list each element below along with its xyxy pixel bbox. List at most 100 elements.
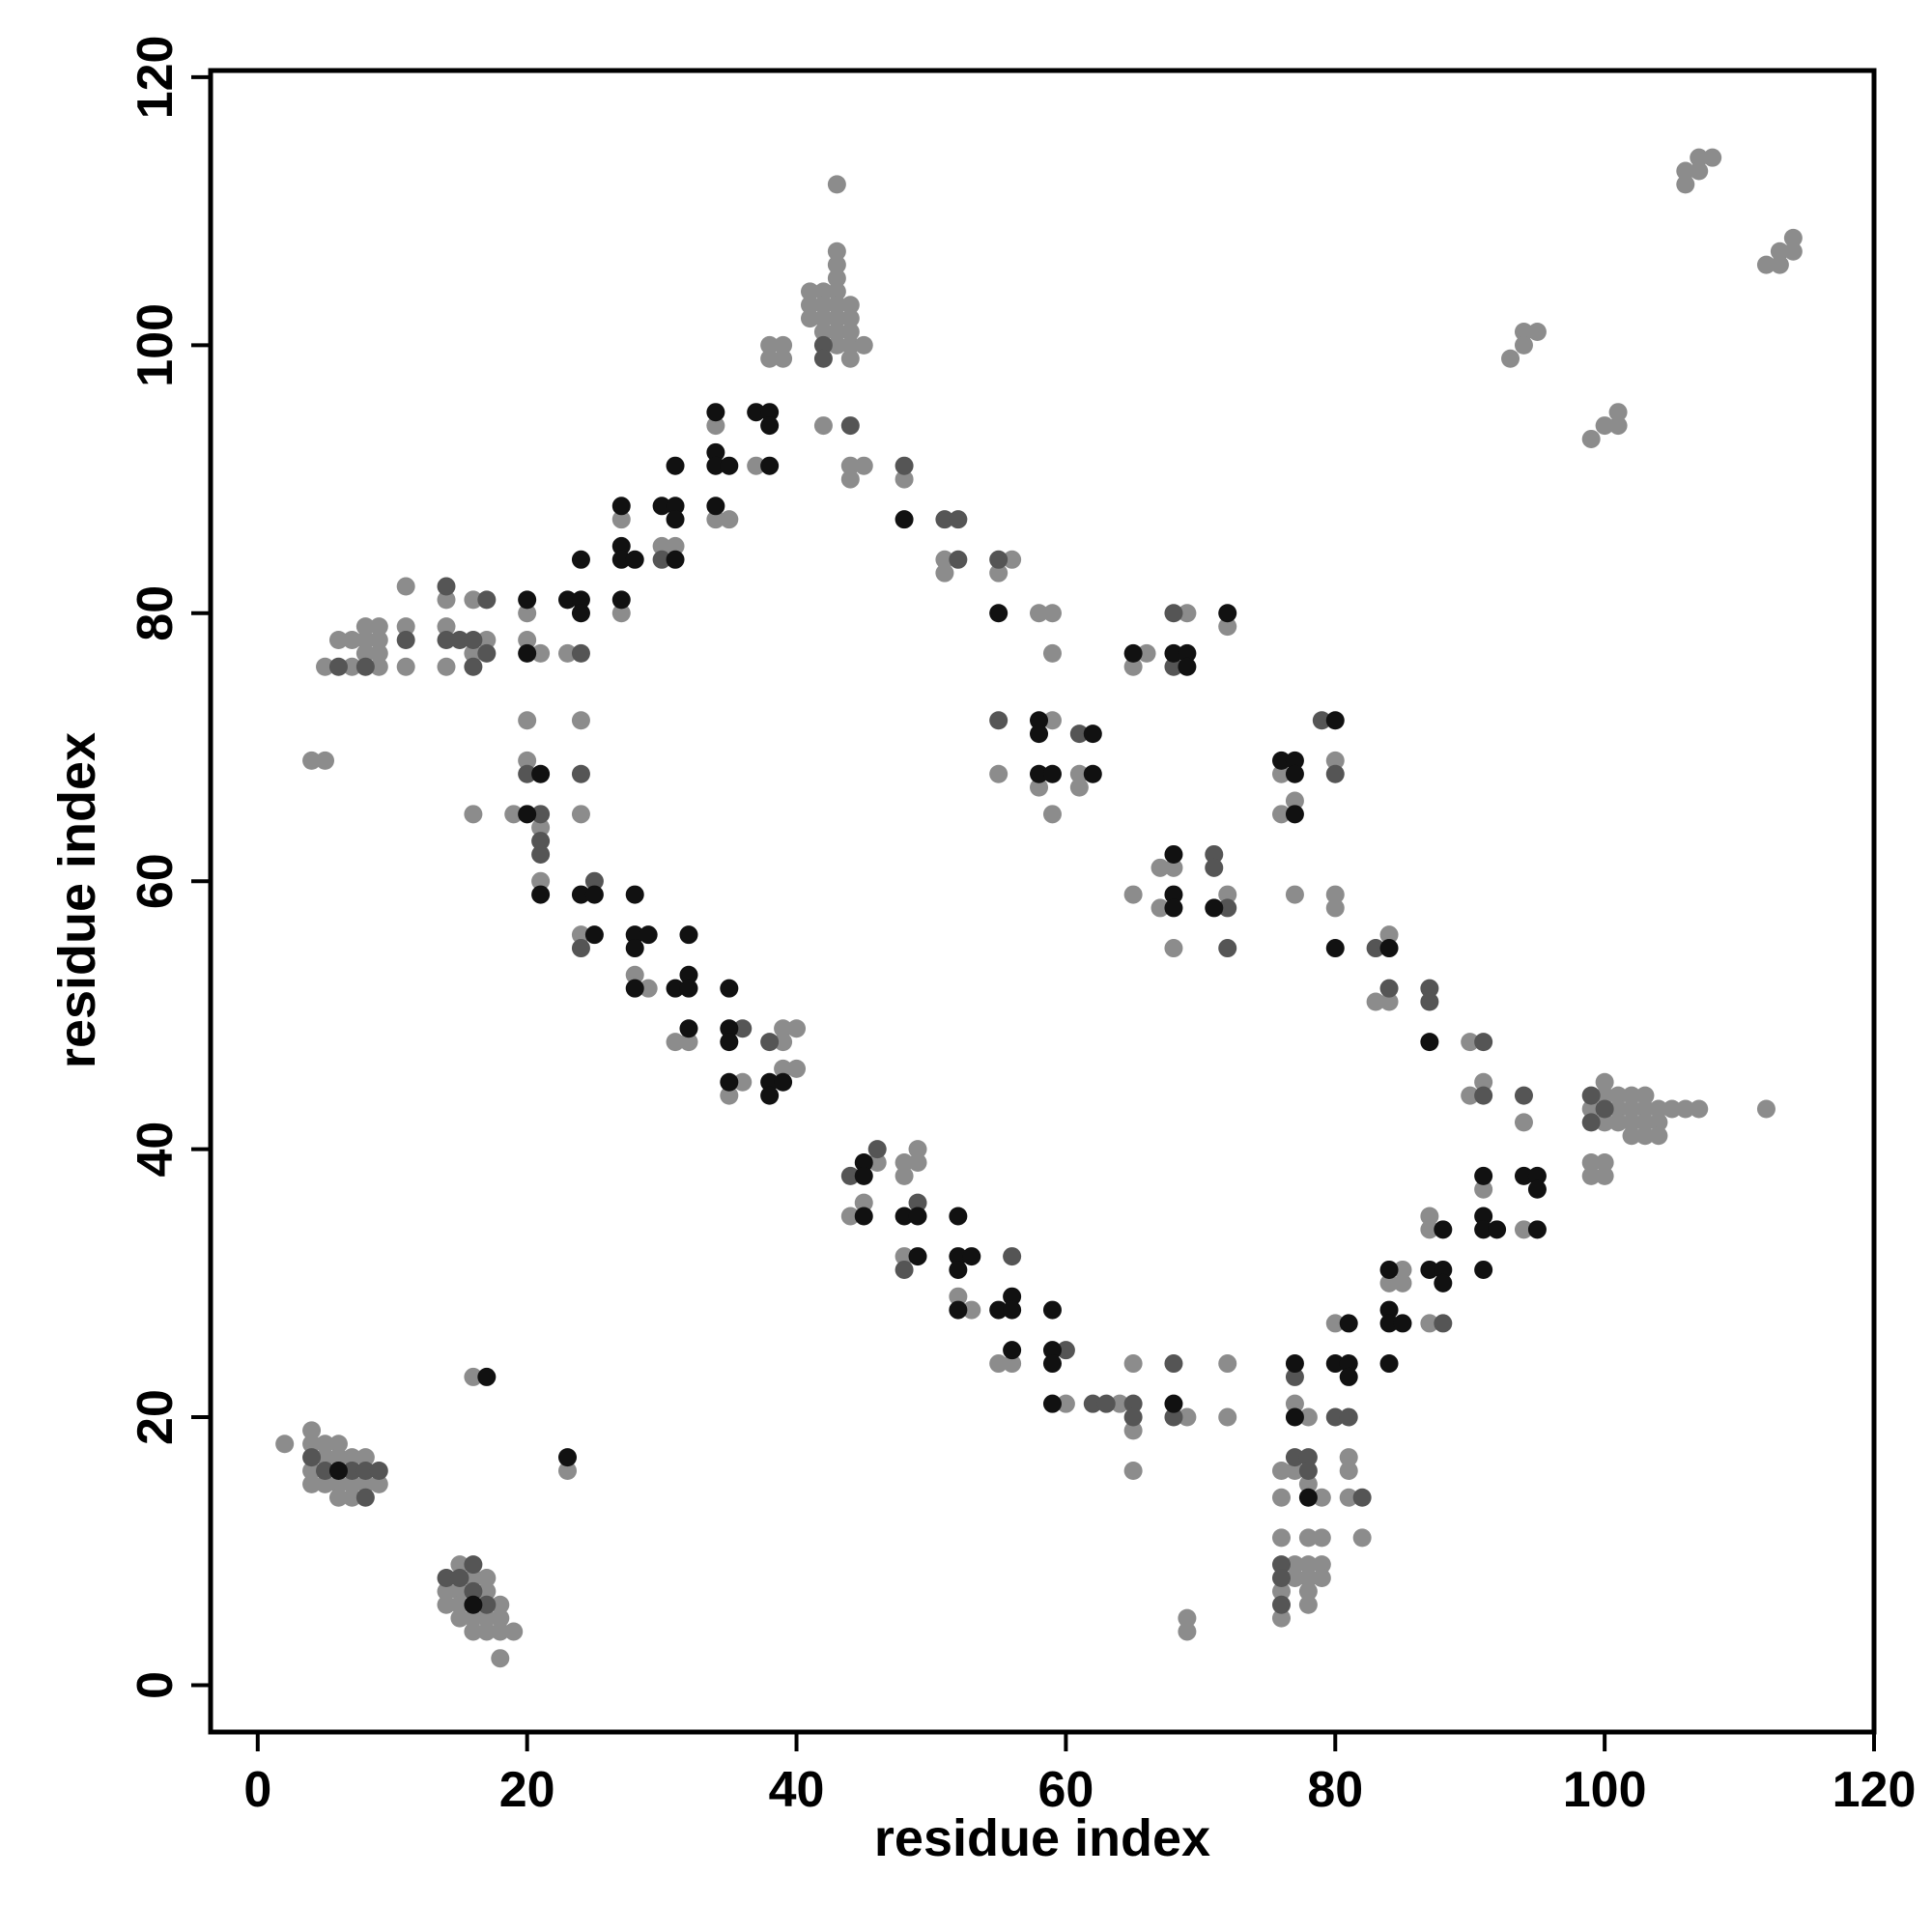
data-point xyxy=(989,1300,1009,1320)
data-point xyxy=(1434,1220,1453,1239)
data-point xyxy=(531,805,551,824)
data-point xyxy=(760,416,780,436)
data-point xyxy=(464,1595,483,1614)
data-point xyxy=(625,979,644,998)
data-point xyxy=(437,577,456,596)
data-point xyxy=(867,1140,887,1159)
data-point xyxy=(895,510,914,529)
data-point xyxy=(1474,1033,1493,1052)
data-point xyxy=(1030,604,1049,623)
data-point xyxy=(437,631,456,650)
data-point xyxy=(1608,1113,1628,1132)
data-point xyxy=(760,456,780,475)
data-point xyxy=(1420,1260,1439,1279)
data-point xyxy=(840,349,860,368)
data-point xyxy=(1352,1528,1372,1548)
data-point xyxy=(679,1033,698,1052)
data-point xyxy=(491,1649,510,1668)
data-point xyxy=(625,550,644,569)
data-point xyxy=(477,631,497,650)
data-point xyxy=(1581,1099,1601,1119)
data-point xyxy=(355,1448,375,1467)
data-point xyxy=(1285,1448,1304,1467)
data-point xyxy=(1622,1086,1641,1105)
data-point xyxy=(1030,764,1049,783)
data-point xyxy=(1770,242,1789,261)
data-point xyxy=(706,442,725,462)
data-point xyxy=(1420,1033,1439,1052)
data-point xyxy=(1069,764,1089,783)
data-point xyxy=(1056,1341,1075,1360)
data-point xyxy=(1514,322,1533,341)
data-point xyxy=(518,764,537,783)
data-point xyxy=(1003,550,1022,569)
data-point xyxy=(531,643,551,663)
data-point xyxy=(355,1462,375,1481)
data-point xyxy=(464,1581,483,1601)
data-point xyxy=(275,1435,295,1454)
data-point xyxy=(706,510,725,529)
data-point xyxy=(1285,764,1304,783)
data-point xyxy=(1271,1555,1291,1575)
data-point xyxy=(1285,805,1304,824)
x-tick-label: 0 xyxy=(243,1762,271,1818)
data-point xyxy=(302,1421,322,1440)
data-point xyxy=(316,1435,335,1454)
data-point xyxy=(1164,939,1183,958)
data-point xyxy=(450,1608,469,1628)
data-point xyxy=(949,1247,968,1266)
data-point xyxy=(840,309,860,328)
data-point xyxy=(1312,1568,1331,1587)
data-point xyxy=(1178,1407,1197,1427)
data-point xyxy=(1325,885,1345,904)
data-point xyxy=(1434,1273,1453,1293)
data-point xyxy=(813,309,833,328)
data-point xyxy=(1298,1568,1318,1587)
data-point xyxy=(477,1595,497,1614)
data-point xyxy=(1218,939,1237,958)
data-point xyxy=(1164,1394,1183,1413)
data-point xyxy=(1635,1086,1655,1105)
data-point xyxy=(854,1166,873,1185)
data-point xyxy=(1285,1407,1304,1427)
data-point xyxy=(1325,898,1345,918)
data-point xyxy=(1527,1179,1547,1199)
data-point xyxy=(571,885,590,904)
data-point xyxy=(342,1474,361,1493)
data-point xyxy=(1096,1394,1116,1413)
data-point xyxy=(1164,858,1183,877)
x-tick-label: 40 xyxy=(769,1762,825,1818)
data-point xyxy=(652,497,671,516)
data-point xyxy=(464,1568,483,1587)
data-point xyxy=(1298,1407,1318,1427)
data-point xyxy=(854,1207,873,1226)
data-point xyxy=(1514,335,1533,355)
data-point xyxy=(840,469,860,489)
data-point xyxy=(908,1140,927,1159)
data-point xyxy=(531,764,551,783)
data-point xyxy=(1164,1354,1183,1374)
data-point xyxy=(302,1474,322,1493)
data-point xyxy=(1622,1126,1641,1146)
data-point xyxy=(787,1059,807,1078)
data-point xyxy=(949,1287,968,1306)
data-point xyxy=(1218,1354,1237,1374)
data-point xyxy=(1420,979,1439,998)
data-point xyxy=(720,510,739,529)
data-point xyxy=(611,604,631,623)
data-point xyxy=(1030,778,1049,797)
data-point xyxy=(464,805,483,824)
data-point xyxy=(571,805,590,824)
data-point xyxy=(840,335,860,355)
data-point xyxy=(316,751,335,770)
data-point xyxy=(584,885,604,904)
data-point xyxy=(1285,751,1304,770)
data-point xyxy=(949,550,968,569)
data-point xyxy=(1690,148,1709,167)
data-point xyxy=(1339,1407,1358,1427)
data-point xyxy=(774,1072,793,1092)
data-point xyxy=(450,631,469,650)
data-point xyxy=(1352,1488,1372,1507)
data-point xyxy=(720,1086,739,1105)
data-point xyxy=(774,1019,793,1038)
